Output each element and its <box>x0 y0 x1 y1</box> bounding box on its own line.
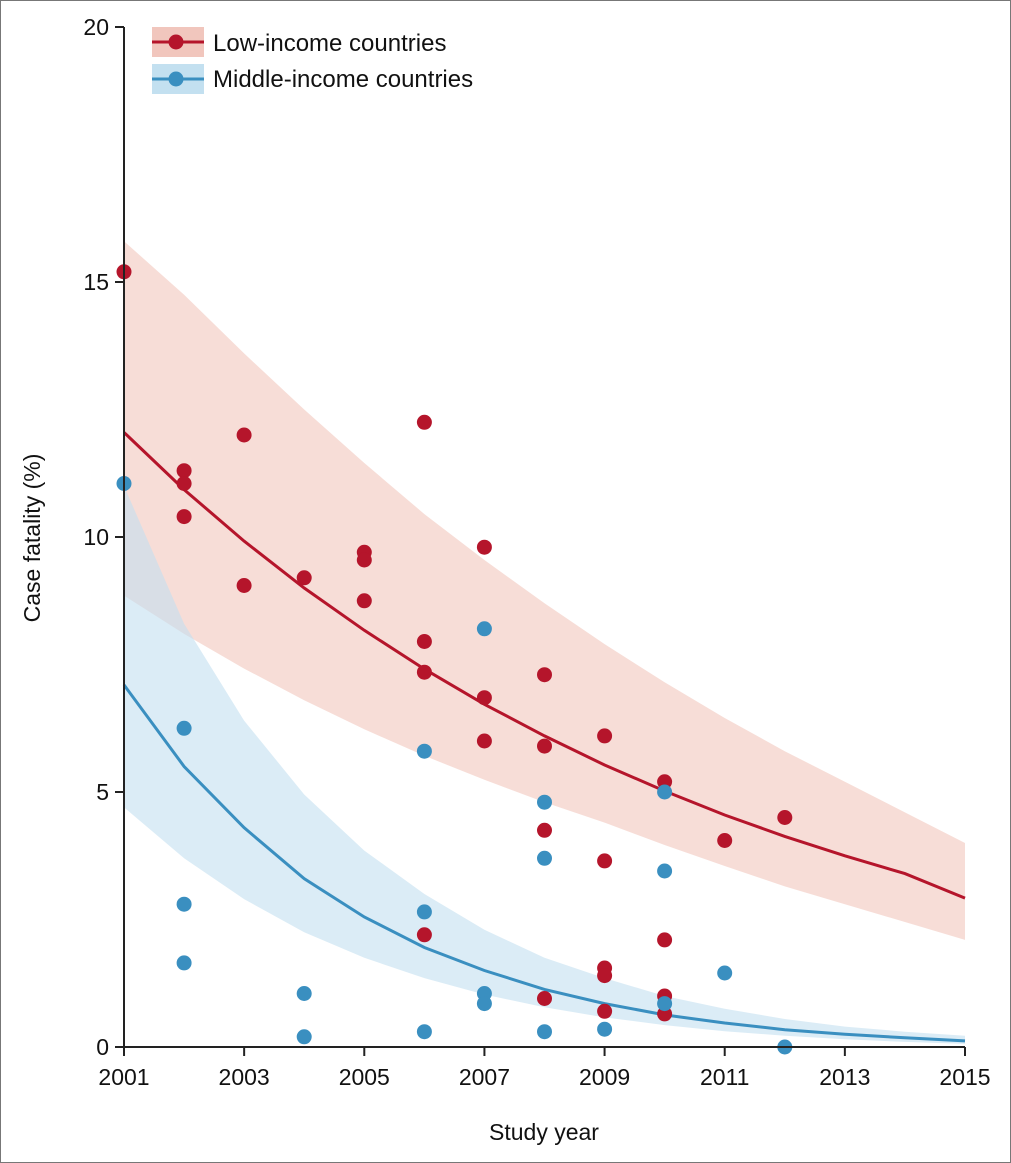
x-tick-label: 2007 <box>459 1064 510 1090</box>
point-middle-income-countries <box>416 743 432 759</box>
x-tick-label: 2015 <box>939 1064 990 1090</box>
point-low-income-countries <box>537 822 552 838</box>
point-middle-income-countries <box>657 863 673 879</box>
point-low-income-countries <box>657 932 673 948</box>
x-tick-label: 2013 <box>819 1064 870 1090</box>
point-low-income-countries <box>296 570 312 586</box>
point-middle-income-countries <box>296 986 312 1001</box>
point-low-income-countries <box>236 427 252 443</box>
y-tick-label: 20 <box>83 14 109 40</box>
point-middle-income-countries <box>296 1029 312 1045</box>
point-low-income-countries <box>356 593 372 609</box>
legend-marker-low-income <box>168 34 184 50</box>
fit-curves <box>122 431 966 1043</box>
x-tick-label: 2003 <box>219 1064 270 1090</box>
point-middle-income-countries <box>537 850 552 866</box>
point-low-income-countries <box>597 728 613 744</box>
point-low-income-countries <box>537 991 552 1006</box>
band-middle-income-countries <box>124 486 965 1044</box>
y-tick-label: 0 <box>96 1034 109 1060</box>
point-middle-income-countries <box>476 621 492 637</box>
point-low-income-countries <box>476 690 492 706</box>
legend-label-low-income: Low-income countries <box>213 30 446 57</box>
confidence-bands <box>124 241 965 1044</box>
point-low-income-countries <box>717 833 733 848</box>
point-middle-income-countries <box>176 896 192 912</box>
point-low-income-countries <box>356 552 372 568</box>
y-axis-title: Case fatality (%) <box>19 454 45 623</box>
point-low-income-countries <box>537 738 552 754</box>
point-middle-income-countries <box>717 965 733 981</box>
y-tick-label: 15 <box>83 269 109 295</box>
point-low-income-countries <box>416 664 432 680</box>
x-tick-label: 2005 <box>339 1064 390 1090</box>
point-low-income-countries <box>476 733 492 749</box>
point-middle-income-countries <box>416 904 432 920</box>
point-middle-income-countries <box>657 784 673 800</box>
point-middle-income-countries <box>176 955 192 971</box>
point-middle-income-countries <box>537 794 552 810</box>
band-low-income-countries <box>124 241 965 940</box>
point-low-income-countries <box>777 810 793 825</box>
point-low-income-countries <box>537 667 552 683</box>
point-middle-income-countries <box>537 1024 552 1040</box>
point-low-income-countries <box>176 463 192 479</box>
x-tick-label: 2011 <box>700 1064 749 1090</box>
fit-curve-low-income-countries <box>122 431 966 900</box>
x-axis-title: Study year <box>489 1119 599 1145</box>
point-low-income-countries <box>416 634 432 649</box>
y-tick-label: 10 <box>83 524 109 550</box>
point-middle-income-countries <box>597 1021 613 1037</box>
point-middle-income-countries <box>176 720 192 736</box>
point-middle-income-countries <box>476 996 492 1012</box>
point-low-income-countries <box>597 968 613 984</box>
point-low-income-countries <box>416 414 432 430</box>
fit-curve-middle-income-countries <box>122 684 966 1043</box>
point-low-income-countries <box>657 1006 673 1022</box>
point-low-income-countries <box>176 509 192 525</box>
legend-marker-middle-income <box>168 71 184 87</box>
data-points <box>116 264 793 1055</box>
x-tick-label: 2009 <box>579 1064 630 1090</box>
x-tick-label: 2001 <box>98 1064 149 1090</box>
point-low-income-countries <box>416 927 432 943</box>
point-low-income-countries <box>176 476 192 491</box>
legend-label-middle-income: Middle-income countries <box>213 66 473 93</box>
point-low-income-countries <box>476 539 492 555</box>
y-tick-label: 5 <box>96 779 109 805</box>
axes: 0 5 10 15 20 2001 2003 2005 2007 2009 2011 2013 2015 <box>83 14 990 1090</box>
point-middle-income-countries <box>416 1024 432 1040</box>
point-low-income-countries <box>597 853 613 869</box>
point-low-income-countries <box>597 1003 613 1019</box>
point-low-income-countries <box>236 578 252 593</box>
legend: Low-income countries Middle-income count… <box>152 27 473 94</box>
point-middle-income-countries <box>657 996 673 1012</box>
